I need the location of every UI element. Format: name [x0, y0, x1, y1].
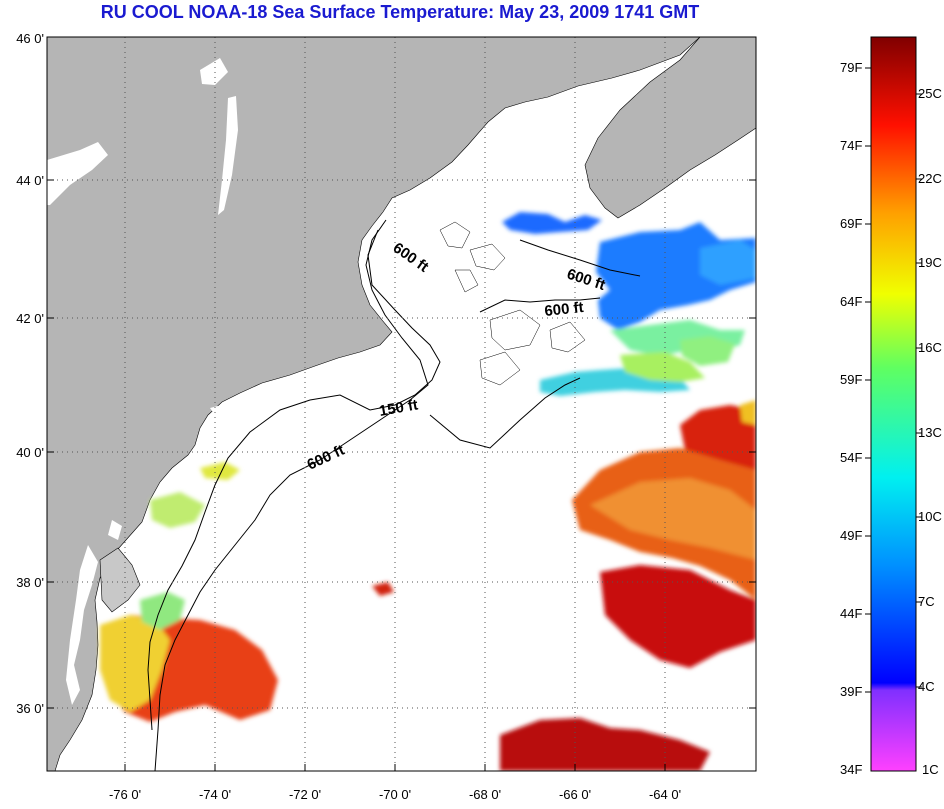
colorbar-label-f: 64F	[840, 294, 863, 309]
lon-tick-label: -64 0'	[648, 787, 682, 802]
colorbar-ticks	[865, 67, 922, 693]
land-mass	[47, 37, 756, 771]
sst-cold-patches	[502, 212, 756, 396]
contour-600ft-gulf	[479, 297, 601, 313]
colorbar-label-c: 16C	[918, 340, 942, 355]
sst-patch-offshore-small	[372, 582, 394, 596]
colorbar-label-c: 1C	[922, 762, 939, 777]
colorbar-label-c: 7C	[918, 594, 935, 609]
lat-tick-label: 36 0'	[16, 701, 44, 716]
colorbar-label-f: 74F	[840, 138, 863, 153]
sst-patch-hatteras-green	[140, 592, 185, 630]
sst-patch-mid-shelf	[150, 492, 205, 528]
lake-winnipesaukee	[200, 58, 228, 85]
lat-tick-label: 42 0'	[16, 311, 44, 326]
chesapeake-bay	[66, 545, 98, 705]
sst-patch-green-yellow	[620, 352, 705, 382]
contour-150ft	[147, 229, 441, 731]
sst-patch-nj-shelf	[200, 462, 240, 480]
contour-600ft-georges	[429, 377, 581, 449]
colorbar-label-c: 13C	[918, 425, 942, 440]
long-island-sound	[210, 372, 330, 415]
delaware-bay	[108, 520, 122, 540]
colorbar-label-f: 69F	[840, 216, 863, 231]
land-delmarva	[99, 547, 141, 613]
colorbar-label-f: 39F	[840, 684, 863, 699]
lat-tick-label: 40 0'	[16, 445, 44, 460]
colorbar-label-f: 79F	[840, 60, 863, 75]
sst-patch-south-red	[600, 565, 756, 668]
graticule	[47, 37, 756, 771]
sst-patch-nova-inner	[700, 240, 756, 285]
lat-tick-label: 44 0'	[16, 173, 44, 188]
map-title: RU COOL NOAA-18 Sea Surface Temperature:…	[100, 2, 700, 22]
lake-ontario-fragment	[47, 142, 108, 205]
colorbar-label-c: 22C	[918, 171, 942, 186]
lon-tick-label: -72 0'	[288, 787, 322, 802]
contour-600ft-ns	[519, 239, 641, 277]
lat-tick-label: 38 0'	[16, 575, 44, 590]
sst-warm-patches	[100, 400, 756, 771]
land-us-east-coast	[47, 37, 701, 771]
contour-label: 600 ft	[544, 299, 585, 320]
colorbar-label-c: 25C	[918, 86, 942, 101]
colorbar-label-f: 34F	[840, 762, 863, 777]
coastal-detail	[439, 221, 586, 386]
sst-patch-hatteras-yellow	[100, 615, 170, 712]
lon-tick-label: -74 0'	[198, 787, 232, 802]
contour-label: 150 ft	[378, 396, 420, 420]
lon-tick-label: -66 0'	[558, 787, 592, 802]
tick-marks	[47, 179, 756, 771]
lat-tick-label: 46 0'	[16, 31, 44, 46]
lake-champlain	[218, 96, 238, 215]
colorbar-label-f: 49F	[840, 528, 863, 543]
colorbar-label-f: 59F	[840, 372, 863, 387]
sst-patch-gulfstream-core	[590, 478, 756, 560]
lon-tick-label: -76 0'	[108, 787, 142, 802]
colorbar-label-c: 10C	[918, 509, 942, 524]
sst-patch-mid-east	[740, 400, 756, 425]
colorbar-label-c: 19C	[918, 255, 942, 270]
sst-patch-gulf-maine	[502, 212, 602, 234]
colorbar-label-c: 4C	[918, 679, 935, 694]
land-nova-scotia	[584, 37, 756, 219]
map-frame	[46, 36, 757, 772]
colorbar	[870, 36, 917, 772]
colorbar-label-f: 44F	[840, 606, 863, 621]
lakes	[47, 58, 330, 705]
lon-tick-label: -70 0'	[378, 787, 412, 802]
lon-tick-label: -68 0'	[468, 787, 502, 802]
sst-patch-green-east	[680, 336, 735, 366]
sst-patch-south-bottom	[500, 718, 710, 771]
colorbar-label-f: 54F	[840, 450, 863, 465]
